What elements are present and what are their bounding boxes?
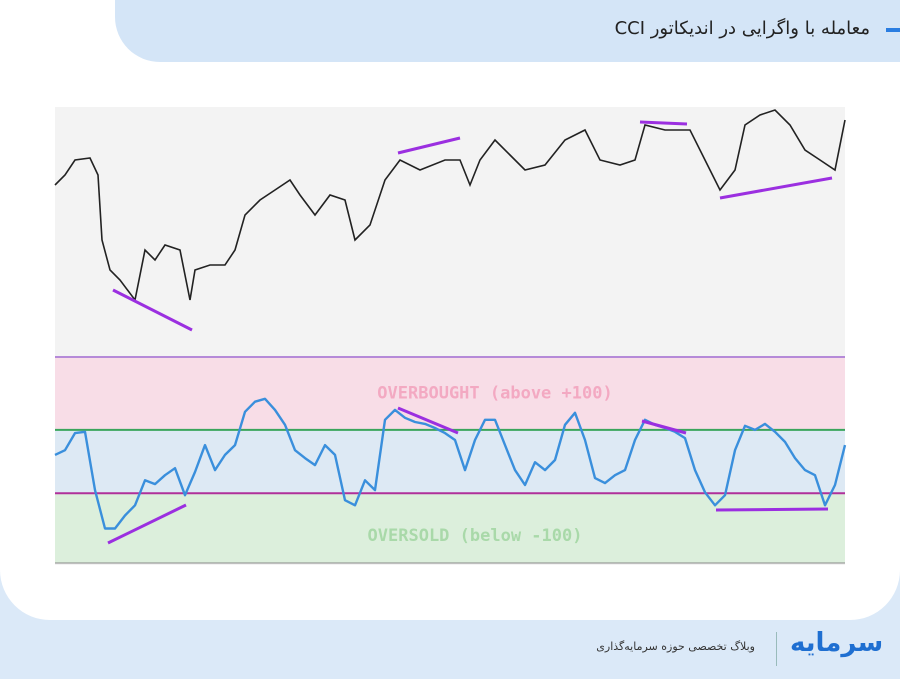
cci-divergence (641, 419, 687, 435)
price-divergence (112, 120, 833, 332)
cci-divergence (397, 406, 459, 435)
title: معامله با واگرایی در اندیکاتور CCI (614, 18, 870, 39)
cci-divergence (107, 503, 187, 545)
cci-line (54, 397, 847, 530)
logo: سرمایه (790, 628, 884, 658)
neutral-zone (55, 429, 845, 494)
accent (886, 28, 900, 32)
price-line (54, 109, 846, 302)
oversold-label: OVERSOLD (below -100) (368, 526, 583, 546)
tagline: وبلاگ تخصصی حوزه سرمایه‌گذاری (596, 640, 755, 653)
chart: OVERBOUGHT (above +100) OVERSOLD (below -… (54, 107, 847, 565)
overbought-label: OVERBOUGHT (above +100) (377, 383, 612, 403)
header: معامله با واگرایی در اندیکاتور CCI (115, 0, 900, 62)
separator (776, 632, 777, 666)
cci-divergence (715, 507, 829, 512)
overbought-zone (55, 357, 845, 430)
